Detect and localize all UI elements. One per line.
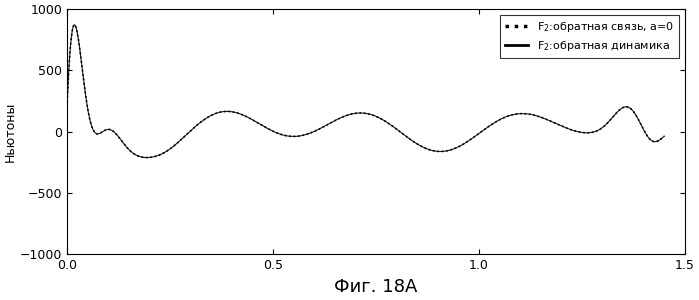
X-axis label: Фиг. 18А: Фиг. 18А bbox=[334, 278, 418, 296]
Y-axis label: Ньютоны: Ньютоны bbox=[4, 102, 17, 162]
Legend: F$_2$:обратная связь, a=0, F$_2$:обратная динамика: F$_2$:обратная связь, a=0, F$_2$:обратна… bbox=[500, 15, 679, 58]
